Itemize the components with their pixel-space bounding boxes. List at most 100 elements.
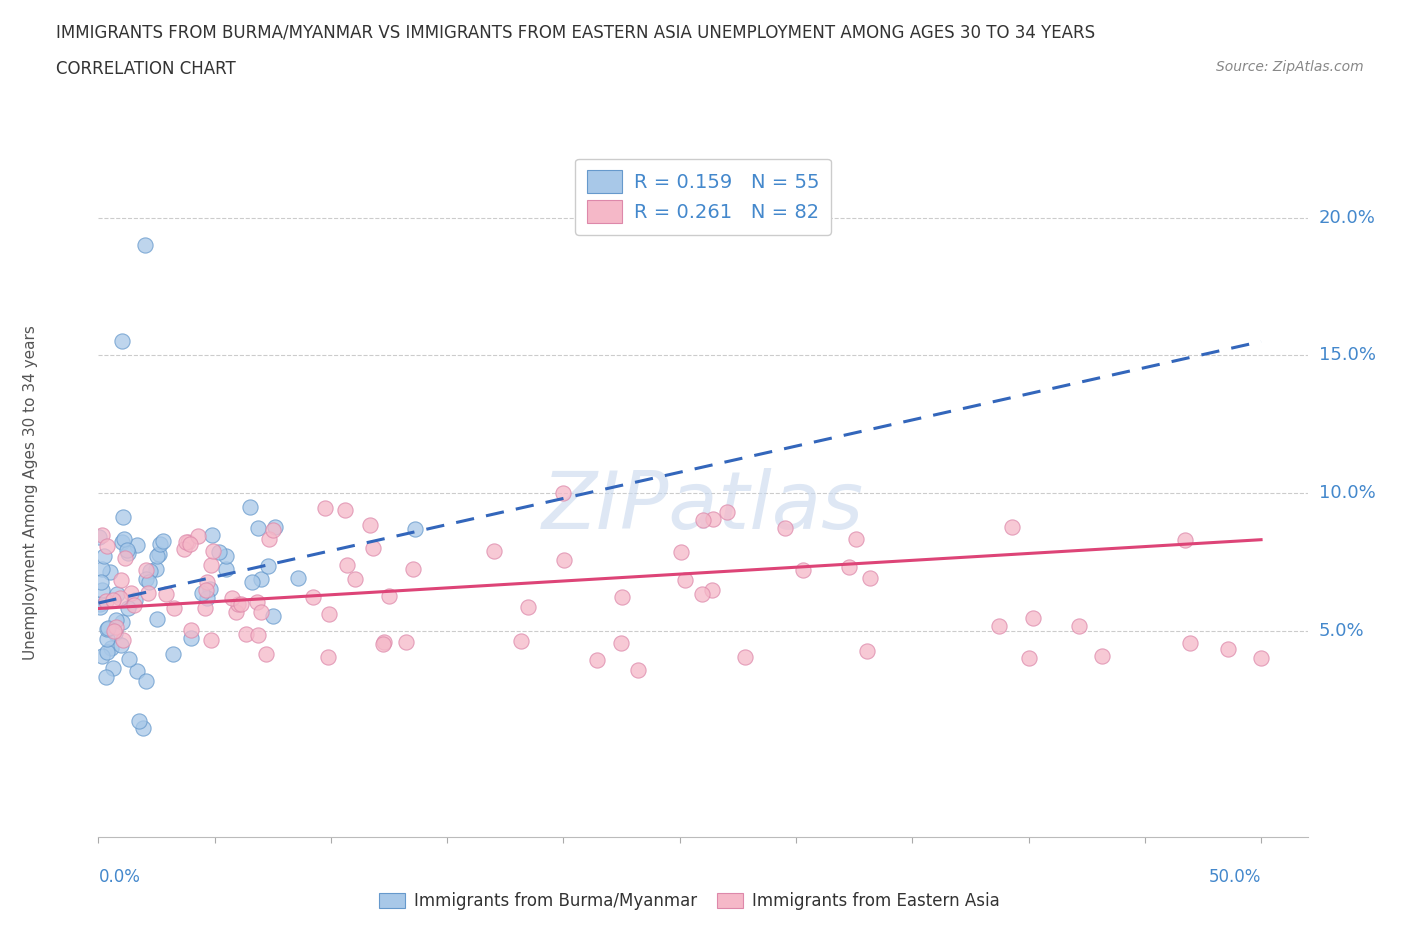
Point bbox=[692, 587, 714, 602]
Point bbox=[138, 574, 160, 589]
Point bbox=[135, 562, 157, 577]
Text: Unemployment Among Ages 30 to 34 years: Unemployment Among Ages 30 to 34 years bbox=[24, 326, 38, 660]
Point bbox=[174, 535, 197, 550]
Text: CORRELATION CHART: CORRELATION CHART bbox=[56, 60, 236, 78]
Point bbox=[105, 620, 128, 635]
Point bbox=[250, 571, 273, 586]
Point bbox=[262, 609, 284, 624]
Point bbox=[335, 503, 357, 518]
Point bbox=[134, 238, 156, 253]
Point bbox=[100, 641, 122, 656]
Point bbox=[93, 549, 115, 564]
Point bbox=[148, 547, 170, 562]
Point bbox=[111, 615, 134, 630]
Point bbox=[402, 562, 425, 577]
Point bbox=[673, 572, 696, 587]
Point bbox=[987, 618, 1010, 633]
Point bbox=[103, 624, 125, 639]
Point bbox=[318, 606, 340, 621]
Point bbox=[246, 594, 269, 609]
Point bbox=[669, 545, 692, 560]
Point bbox=[316, 650, 339, 665]
Point bbox=[145, 562, 167, 577]
Point bbox=[336, 558, 359, 573]
Point bbox=[155, 586, 177, 601]
Point bbox=[136, 585, 159, 600]
Point bbox=[395, 634, 418, 649]
Point bbox=[221, 591, 243, 605]
Point bbox=[200, 632, 222, 647]
Point bbox=[1250, 651, 1272, 666]
Point bbox=[115, 542, 138, 557]
Point bbox=[179, 537, 201, 551]
Point bbox=[287, 571, 309, 586]
Point bbox=[344, 572, 367, 587]
Point bbox=[239, 499, 262, 514]
Point bbox=[110, 573, 132, 588]
Point bbox=[117, 601, 139, 616]
Point bbox=[96, 621, 118, 636]
Point bbox=[1178, 635, 1201, 650]
Point bbox=[104, 625, 127, 640]
Point bbox=[180, 623, 202, 638]
Point bbox=[163, 601, 186, 616]
Point bbox=[111, 535, 134, 550]
Point bbox=[553, 553, 575, 568]
Point bbox=[187, 528, 209, 543]
Text: 20.0%: 20.0% bbox=[1319, 208, 1375, 227]
Point bbox=[225, 604, 247, 619]
Point bbox=[1216, 642, 1239, 657]
Text: ZIPatlas: ZIPatlas bbox=[541, 468, 865, 546]
Point bbox=[254, 646, 277, 661]
Point bbox=[117, 545, 139, 560]
Point bbox=[257, 559, 280, 574]
Point bbox=[734, 649, 756, 664]
Text: IMMIGRANTS FROM BURMA/MYANMAR VS IMMIGRANTS FROM EASTERN ASIA UNEMPLOYMENT AMONG: IMMIGRANTS FROM BURMA/MYANMAR VS IMMIGRA… bbox=[56, 23, 1095, 41]
Point bbox=[96, 644, 118, 659]
Point bbox=[118, 652, 141, 667]
Legend: R = 0.159   N = 55, R = 0.261   N = 82: R = 0.159 N = 55, R = 0.261 N = 82 bbox=[575, 158, 831, 234]
Point bbox=[96, 538, 118, 553]
Point bbox=[90, 583, 112, 598]
Text: Source: ZipAtlas.com: Source: ZipAtlas.com bbox=[1216, 60, 1364, 74]
Point bbox=[1174, 532, 1197, 547]
Point bbox=[89, 597, 111, 612]
Point bbox=[90, 528, 112, 543]
Point bbox=[845, 532, 868, 547]
Point bbox=[214, 562, 236, 577]
Point bbox=[378, 589, 401, 604]
Point bbox=[177, 535, 200, 550]
Point bbox=[110, 638, 132, 653]
Point bbox=[553, 485, 575, 500]
Point bbox=[105, 587, 128, 602]
Point bbox=[128, 714, 150, 729]
Point bbox=[94, 593, 117, 608]
Point bbox=[314, 501, 336, 516]
Point bbox=[200, 528, 222, 543]
Point bbox=[194, 600, 217, 615]
Point bbox=[231, 597, 253, 612]
Point bbox=[586, 652, 609, 667]
Point bbox=[131, 721, 153, 736]
Point bbox=[90, 575, 112, 590]
Point bbox=[702, 512, 724, 526]
Point bbox=[626, 663, 648, 678]
Point bbox=[301, 590, 323, 604]
Point bbox=[194, 582, 217, 597]
Point bbox=[122, 598, 145, 613]
Point bbox=[610, 635, 633, 650]
Point bbox=[1067, 619, 1090, 634]
Point bbox=[259, 532, 281, 547]
Point bbox=[1001, 520, 1024, 535]
Point bbox=[371, 637, 394, 652]
Point bbox=[146, 612, 169, 627]
Point bbox=[135, 572, 157, 587]
Point bbox=[180, 631, 202, 645]
Point bbox=[200, 557, 222, 572]
Point bbox=[359, 518, 381, 533]
Point bbox=[215, 548, 238, 563]
Point bbox=[149, 537, 172, 551]
Point bbox=[91, 562, 114, 577]
Point bbox=[195, 574, 218, 589]
Point bbox=[859, 570, 882, 585]
